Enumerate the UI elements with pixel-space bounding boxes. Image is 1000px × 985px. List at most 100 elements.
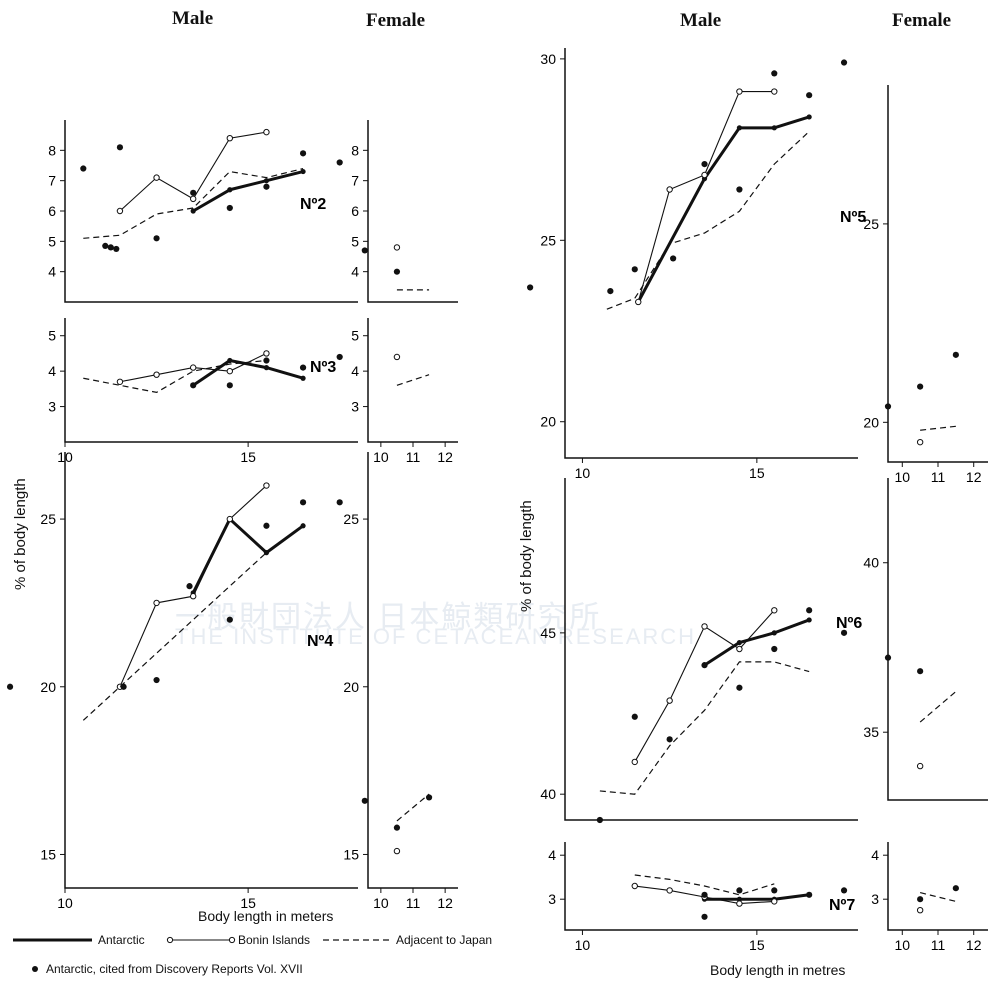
no5-female-series-discovery-point — [917, 383, 924, 390]
no4-male-series-discovery-point — [153, 676, 160, 684]
no5-male-series-discovery-point — [631, 266, 638, 273]
no6-male-series-bonin-point — [666, 697, 673, 704]
no5-male-series-bonin-point — [771, 88, 778, 95]
no2-female-ytick-label: 6 — [351, 203, 359, 219]
no6-male-series-discovery-point — [631, 713, 638, 720]
no5-female-xtick-label: 11 — [931, 469, 946, 485]
no6-female-axes — [887, 478, 988, 801]
no3-male-series-bonin-point — [263, 350, 270, 357]
no4-male-series-japan-line — [82, 552, 267, 721]
header-male-right: Male — [680, 10, 722, 31]
no3-male-ytick-label: 4 — [48, 363, 56, 379]
no6-male-series-bonin-point — [631, 758, 638, 766]
legend-japan-label: Adjacent to Japan — [396, 933, 493, 947]
no7-female-axes — [887, 842, 988, 931]
legend-discovery-swatch — [32, 966, 38, 972]
no4-female-xtick-label: 11 — [406, 895, 421, 911]
no6-male-series-bonin-line — [634, 609, 775, 763]
no4-female-ytick-label: 20 — [343, 679, 359, 695]
no3-female-ytick-label: 5 — [351, 328, 359, 344]
no7-female-ytick-label: 4 — [871, 847, 879, 863]
no3-male-series-bonin-point — [189, 364, 197, 371]
no2-male-series-discovery-point — [226, 204, 233, 212]
no6-male-axes — [564, 478, 858, 821]
no5-male-series-antarctic-point — [736, 125, 743, 131]
no7-female-xtick-label: 11 — [931, 937, 946, 953]
no2-female-ytick-label: 7 — [351, 173, 359, 189]
no4-female-ytick-label: 15 — [343, 846, 359, 862]
no4-female-ytick-label: 25 — [343, 511, 359, 527]
no6-male-series-discovery-point — [596, 816, 603, 824]
no2-male-ytick-label: 8 — [48, 142, 56, 158]
header-female-right: Female — [892, 10, 952, 31]
no2-male-series-discovery-point — [107, 244, 114, 251]
no7-male-series-bonin-point — [736, 900, 743, 907]
no7-male-series-discovery-point — [806, 891, 813, 898]
no7-female-ytick-label: 3 — [871, 891, 879, 907]
no7-male-xtick-label: 10 — [575, 937, 591, 953]
legend-bonin: Bonin Islands — [166, 933, 310, 947]
no3-male-ytick-label: 5 — [48, 328, 56, 344]
no4-male-series-bonin-point — [153, 599, 160, 607]
no4-male-series-discovery-point — [120, 683, 127, 690]
no7-male-ytick-label: 4 — [548, 847, 556, 863]
no4-male-xtick-label: 10 — [57, 895, 73, 911]
no4-female-series-discovery-point — [361, 797, 368, 804]
no5-male-series-bonin-line — [637, 90, 775, 303]
legend-antarctic: Antarctic — [12, 933, 145, 947]
no4-male-series-bonin-point — [189, 593, 197, 600]
legend-japan-swatch — [323, 939, 390, 941]
no7-male-panel: 3 4 10 15 — [548, 842, 858, 953]
no6-male-series-antarctic-point — [736, 639, 743, 646]
y-axis-label-right: % of body length — [518, 500, 535, 612]
no6-female-panel: 35 40 Nº6 — [836, 478, 988, 801]
no2-male-series-antarctic-point — [263, 178, 270, 184]
no4-male-axes — [64, 452, 358, 889]
no4-female-number-label: Nº4 — [307, 633, 333, 650]
no5-male-series-discovery-point — [806, 92, 813, 99]
no6-female-series-discovery-point — [884, 654, 892, 661]
no7-female-series-bonin-point — [916, 907, 924, 914]
legend-bonin-swatch — [166, 936, 236, 944]
watermark-text-en: THE INSTITUTE OF CETACEAN RESEARCH — [175, 624, 697, 649]
no4-male-series-bonin-point — [263, 482, 270, 489]
no5-female-ytick-label: 20 — [863, 414, 879, 430]
x-axis-label-left: Body length in meters — [198, 908, 334, 924]
no3-male-series-discovery-point — [263, 357, 270, 364]
no5-female-xtick-label: 10 — [894, 469, 910, 485]
no5-male-series-discovery-point — [701, 161, 708, 168]
no4-male-series-antarctic-point — [263, 550, 270, 556]
no2-female-series-discovery-point — [393, 268, 401, 275]
no3-male-series-discovery-point — [299, 364, 307, 371]
no5-male-ytick-label: 25 — [540, 232, 556, 248]
no2-male-ytick-label: 5 — [48, 233, 56, 249]
no6-female-number-label: Nº6 — [836, 615, 862, 632]
no3-female-xtick-label: 10 — [373, 449, 389, 465]
no4-male-ytick-label: 20 — [40, 679, 56, 695]
no6-male-series-discovery-point — [736, 684, 743, 691]
no4-male-series-discovery-point — [186, 583, 193, 590]
no2-male-series-antarctic-point — [227, 187, 233, 193]
legend-discovery-label: Antarctic, cited from Discovery Reports … — [46, 962, 303, 976]
no7-male-series-bonin-point — [631, 882, 638, 890]
no5-male-panel: 20 25 30 10 15 — [527, 48, 858, 481]
no3-male-ytick-label: 3 — [48, 399, 56, 415]
no6-male-series-antarctic-point — [806, 617, 812, 623]
no2-male-series-discovery-point — [102, 242, 109, 249]
no3-male-series-antarctic-point — [227, 357, 233, 364]
no7-female-number-label: Nº7 — [829, 897, 855, 914]
no2-male-panel: 4 5 6 7 8 — [48, 120, 358, 303]
no2-male-series-antarctic-point — [300, 168, 306, 175]
no2-male-series-discovery-point — [263, 183, 270, 190]
no3-male-axes — [64, 318, 358, 443]
no7-male-series-discovery-point — [840, 887, 848, 894]
no6-female-series-bonin-point — [916, 762, 924, 770]
no5-male-series-bonin-point — [666, 186, 673, 193]
no4-female-series-japan-line — [396, 793, 430, 822]
no2-male-series-discovery-point — [153, 235, 160, 242]
no2-female-ytick-label: 4 — [351, 264, 359, 280]
no7-male-series-bonin-point — [666, 887, 673, 894]
no5-male-xtick-label: 10 — [575, 465, 591, 481]
no4-male-panel: 15 20 25 10 15 — [6, 452, 358, 911]
